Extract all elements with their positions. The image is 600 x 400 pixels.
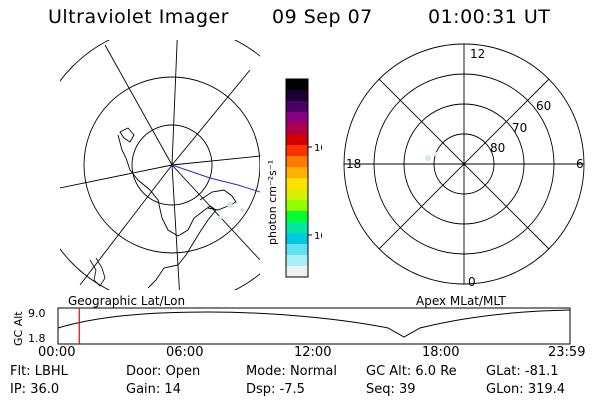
colorbar-cell — [286, 255, 308, 267]
mlt-label-top: 12 — [470, 47, 485, 61]
colorbar-cell — [286, 200, 308, 212]
left-map-caption: Geographic Lat/Lon — [68, 294, 186, 308]
gc-alt-field: GC Alt: 6.0 Re — [366, 364, 457, 379]
mode-field: Mode: Normal — [246, 364, 337, 379]
gain-value: 14 — [164, 382, 181, 397]
ip-value: 36.0 — [30, 382, 60, 397]
meridian-line — [79, 164, 173, 286]
aurora-speck — [425, 155, 431, 161]
right-map-caption: Apex MLat/MLT — [416, 294, 506, 308]
time-tick: 00:00 — [38, 345, 76, 360]
colorbar-cell — [286, 244, 308, 256]
aurora-speck — [434, 152, 438, 156]
colorbar-cell — [286, 211, 308, 223]
aurora-speck — [218, 216, 222, 220]
colorbar-unit-label: photon cm⁻²s⁻¹ — [266, 160, 279, 245]
colorbar-cell — [286, 167, 308, 179]
altitude-ytick: 9.0 — [28, 307, 46, 320]
geographic-map[interactable] — [60, 40, 260, 290]
aurora-speck — [227, 202, 233, 208]
colorbar-cell — [286, 189, 308, 201]
colorbar-cell — [286, 79, 308, 91]
meridian-line — [171, 164, 180, 290]
glon-field: GLon: 319.4 — [486, 382, 566, 397]
gc-alt-value: 6.0 Re — [415, 364, 457, 379]
colorbar-frame — [285, 78, 309, 278]
flt-field: Flt: LBHL — [10, 364, 68, 379]
time-readout: 01:00:31 UT — [428, 6, 551, 28]
mlat-label: 70 — [512, 121, 527, 135]
mlt-label-right: 6 — [576, 157, 584, 171]
dsp-field: Dsp: -7.5 — [246, 382, 305, 397]
colorbar-tick-label: 100 — [314, 143, 322, 154]
time-tick: 12:00 — [294, 345, 332, 360]
terminator-line — [171, 164, 260, 193]
colorbar-cell — [286, 233, 308, 245]
time-tick: 06:00 — [166, 345, 204, 360]
glat-field: GLat: -81.1 — [486, 364, 559, 379]
glat-value: -81.1 — [524, 364, 559, 379]
altitude-curve — [57, 309, 571, 338]
meridian-line — [171, 69, 251, 166]
colorbar-cell — [286, 145, 308, 157]
coastline — [89, 257, 106, 287]
mlt-line — [378, 78, 550, 250]
meridian-line — [104, 44, 173, 166]
aurora-speck — [240, 208, 244, 212]
seq-value: 39 — [399, 382, 416, 397]
glon-value: 319.4 — [527, 382, 566, 397]
coastline — [117, 127, 237, 289]
ip-field: IP: 36.0 — [10, 382, 60, 397]
colorbar-tick-label: 10 — [314, 231, 322, 242]
colorbar-cell — [286, 134, 308, 146]
colorbar-cell — [286, 101, 308, 113]
flt-value: LBHL — [34, 364, 68, 379]
lat-circle — [83, 76, 260, 254]
mode-value: Normal — [289, 364, 337, 379]
app-title: Ultraviolet Imager — [48, 6, 230, 28]
colorbar-cell — [286, 156, 308, 168]
colorbar: 100 10 photon cm⁻²s⁻¹ — [266, 78, 322, 278]
time-tick: 23:59 — [548, 345, 586, 360]
gain-field: Gain: 14 — [126, 382, 181, 397]
colorbar-cell — [286, 90, 308, 102]
door-field: Door: Open — [126, 364, 201, 379]
date-readout: 09 Sep 07 — [272, 6, 373, 28]
meridian-line — [171, 164, 260, 261]
door-value: Open — [165, 364, 201, 379]
mlat-label: 80 — [490, 141, 505, 155]
colorbar-cell — [286, 266, 308, 278]
colorbar-cell — [286, 222, 308, 234]
seq-field: Seq: 39 — [366, 382, 416, 397]
colorbar-cell — [286, 123, 308, 135]
altitude-ylabel: GC Alt — [12, 311, 25, 346]
meridian-line — [171, 155, 260, 166]
colorbar-cell — [286, 112, 308, 124]
mlt-label-left: 18 — [346, 157, 361, 171]
altitude-chart[interactable]: GC Alt 9.0 1.8 — [8, 304, 580, 364]
colorbar-cell — [286, 178, 308, 190]
mlat-label: 60 — [536, 99, 551, 113]
altitude-ytick: 1.8 — [28, 332, 46, 345]
meridian-line — [60, 164, 173, 189]
mlt-label-bottom: 0 — [468, 275, 476, 289]
altitude-plot-frame — [57, 307, 571, 345]
time-tick: 18:00 — [422, 345, 460, 360]
lat-circle — [131, 124, 213, 206]
mlt-map[interactable]: 12 18 6 0 60 70 80 — [340, 40, 590, 290]
dsp-value: -7.5 — [279, 382, 305, 397]
meridian-line — [171, 40, 178, 166]
